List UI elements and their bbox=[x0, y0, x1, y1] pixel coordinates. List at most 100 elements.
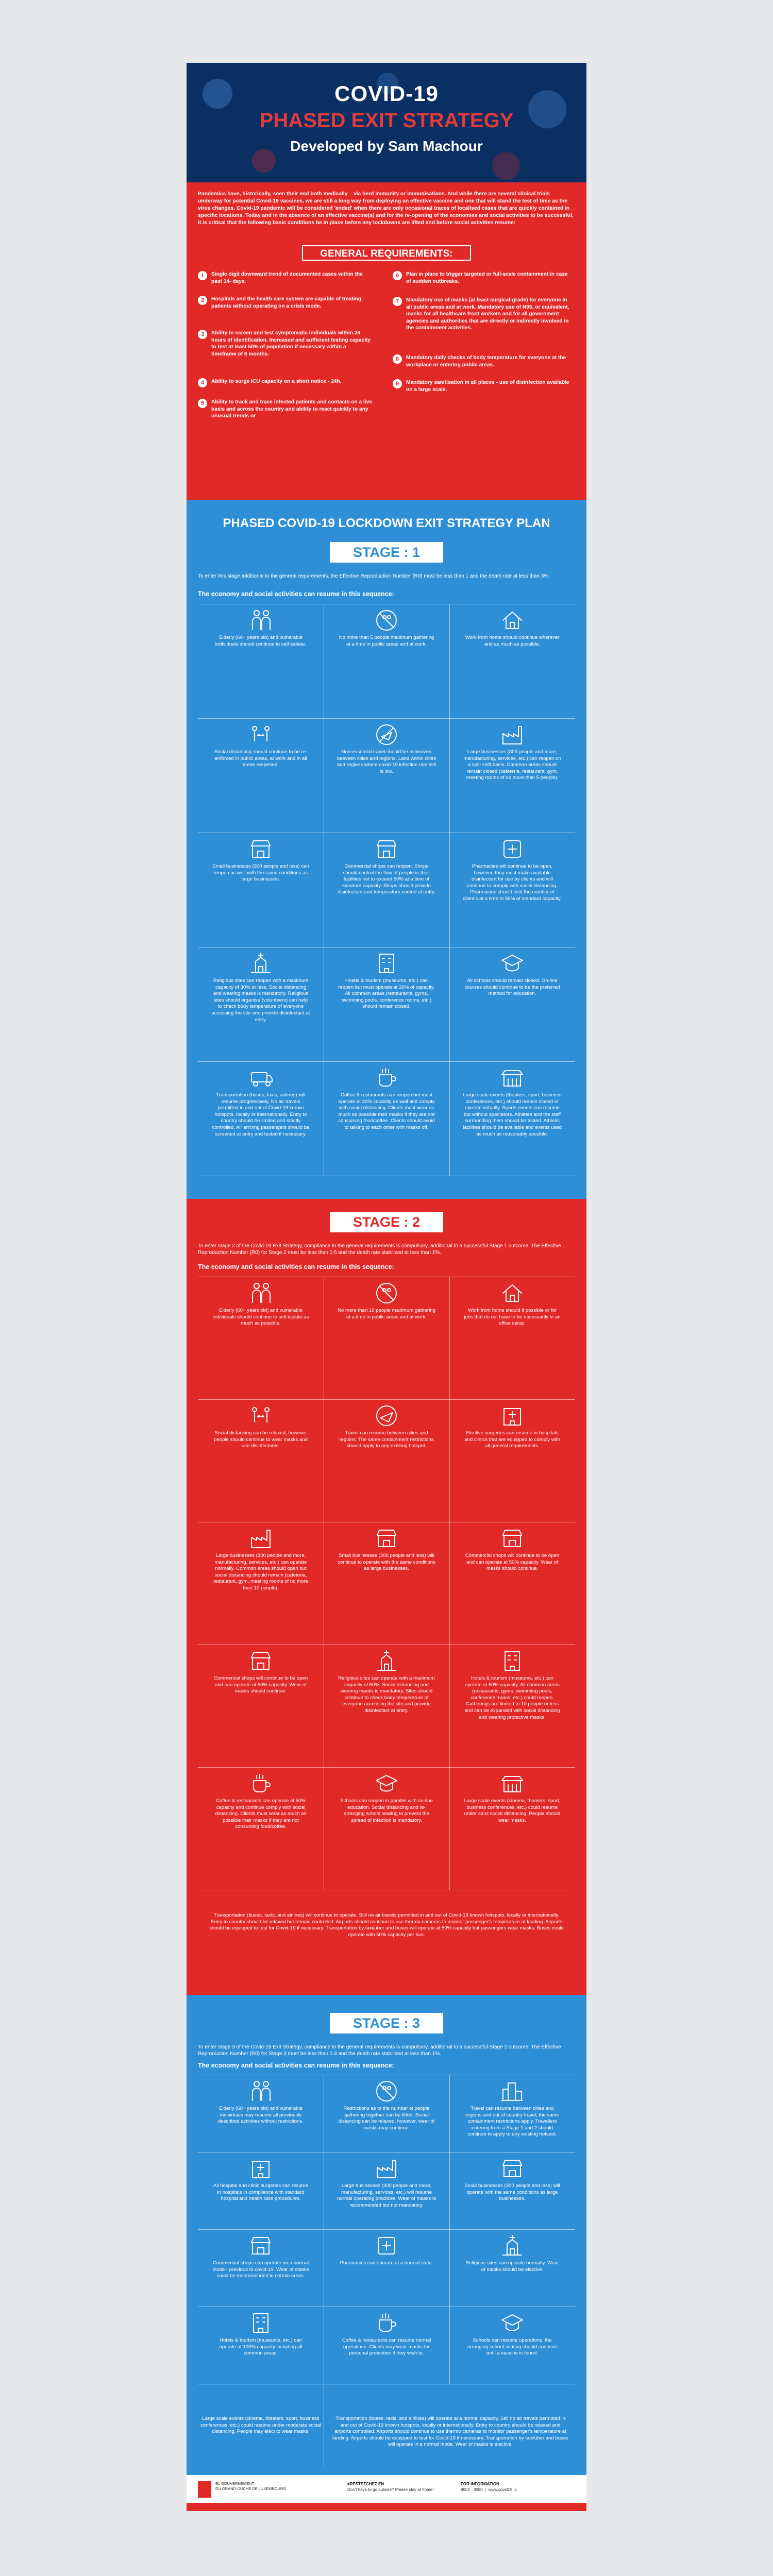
activity-cell: Coffee & restaurants can resume normal o… bbox=[324, 2307, 449, 2384]
activity-text: Elderly (60+ years old) and vulnerable i… bbox=[218, 2106, 304, 2125]
store2-icon bbox=[251, 1652, 271, 1670]
activity-cell: Commercial shops can operate on a normal… bbox=[198, 2229, 324, 2307]
stage-3-subheading: The economy and social activities can re… bbox=[198, 2062, 394, 2069]
poster-title: COVID-19 bbox=[334, 81, 439, 106]
coffee-icon bbox=[379, 2313, 396, 2332]
stage-2-subheading: The economy and social activities can re… bbox=[198, 1263, 394, 1270]
infographic-poster: COVID-19 PHASED EXIT STRATEGY Developed … bbox=[187, 63, 586, 2511]
grid-divider bbox=[198, 718, 575, 719]
poster-author: Developed by Sam Machour bbox=[290, 138, 483, 154]
activity-cell: All hospital and clinic surgeries can re… bbox=[198, 2152, 324, 2229]
grid-divider bbox=[198, 1399, 575, 1400]
requirement-item: 8 Mandatory daily checks of body tempera… bbox=[393, 354, 575, 375]
activity-text: Large businesses (300 people and more, m… bbox=[337, 2183, 436, 2208]
activity-text: Hotels & tourism (museums, etc.) can ope… bbox=[219, 2337, 303, 2357]
activity-cell: Pharmacies can operate at a normal state… bbox=[324, 2229, 449, 2307]
government-name: EL GOUVERNEMENT DU GRAND-DUCHÉ DE LUXEMB… bbox=[215, 2481, 287, 2491]
activity-cell: Social distancing should continue to be … bbox=[198, 718, 324, 833]
social-distancing-icon bbox=[252, 1407, 270, 1422]
activity-text: Hotels & tourism (museums, etc.) can reo… bbox=[338, 978, 435, 1010]
shop-icon bbox=[251, 840, 271, 858]
activity-cell: Large businesses (300 people and more, m… bbox=[198, 1522, 324, 1645]
activity-cell: Small businesses (300 people and less) c… bbox=[198, 833, 324, 947]
activity-cell: Hotels & tourism (museums, etc.) can ope… bbox=[449, 1645, 575, 1767]
activity-cell: Religious sites can operate with a maxim… bbox=[324, 1645, 449, 1767]
requirement-item: 5 Ability to track and trace infected pa… bbox=[198, 399, 373, 430]
activity-cell: Large businesses (300 people and more, m… bbox=[324, 2152, 449, 2229]
stage-2-grid: Elderly (60+ years old) and vulnerable i… bbox=[198, 1277, 575, 1900]
hotel-icon bbox=[379, 954, 394, 973]
grid-divider bbox=[198, 2152, 575, 2153]
footer-slogan: #RESTEZCHEZ EN Don't have to go outside?… bbox=[347, 2482, 434, 2492]
pharmacy-icon bbox=[503, 840, 521, 858]
requirement-item: 9 Mandatory sanitisation in all places -… bbox=[393, 379, 575, 400]
store-icon bbox=[251, 2237, 271, 2255]
activity-cell: Coffee & restaurants can reopen but must… bbox=[324, 1061, 449, 1176]
plan-title: PHASED COVID-19 LOCKDOWN EXIT STRATEGY P… bbox=[223, 516, 550, 530]
activity-cell: Transportation (buses, taxis, airlines) … bbox=[198, 1061, 324, 1176]
stadium-icon bbox=[501, 1070, 523, 1087]
activity-cell: Small businesses (300 people and less) w… bbox=[449, 2152, 575, 2229]
activity-text: Coffee & restaurants can operate at 50% … bbox=[215, 1798, 307, 1830]
church-icon bbox=[251, 953, 271, 973]
coffee-icon bbox=[379, 1068, 396, 1087]
website-link[interactable]: www.covid19.lu bbox=[488, 2487, 517, 2492]
activity-text: Schools can resume operations, the arran… bbox=[467, 2337, 558, 2357]
store-icon bbox=[377, 840, 396, 858]
activity-text: Large scale events (theaters, sport, bus… bbox=[463, 1092, 562, 1137]
activity-text: Religious sites can reopen with a maximu… bbox=[211, 978, 310, 1023]
home-icon bbox=[502, 612, 522, 629]
activity-text: Social distancing can be relaxed, howeve… bbox=[214, 1430, 308, 1449]
stage-1-grid: Elderly (60+ years old) and vulnerable i… bbox=[198, 604, 575, 1176]
stage-1-intro: To enter this stage additional to the ge… bbox=[198, 573, 550, 579]
requirement-item: 4 Ability to surge ICU capacity on a sho… bbox=[198, 378, 373, 394]
grid-divider bbox=[449, 604, 450, 1176]
church-icon bbox=[502, 2235, 522, 2256]
activity-cell: Work from home should continue wherever … bbox=[449, 604, 575, 718]
activity-text: Coffee & restaurants can resume normal o… bbox=[342, 2337, 431, 2357]
poster-footer: EL GOUVERNEMENT DU GRAND-DUCHÉ DE LUXEMB… bbox=[187, 2475, 586, 2511]
intro-paragraph: Pandemics have, historically, seen their… bbox=[198, 191, 574, 226]
activity-text: Small businesses (300 people and less) w… bbox=[464, 2183, 560, 2202]
requirement-item: 3 Ability to screen and test symptomatic… bbox=[198, 330, 373, 371]
city-icon bbox=[501, 2082, 523, 2101]
stage-3-transport-text: Transportation (buses, taxis, and airlin… bbox=[332, 2416, 568, 2448]
elderly-icon bbox=[252, 610, 271, 630]
no-gathering-icon bbox=[376, 1283, 397, 1303]
school-icon bbox=[376, 1775, 397, 1792]
activity-text: Travel can resume between cities and reg… bbox=[339, 1430, 434, 1449]
activity-text: Commercial shops can reopen. Shops shoul… bbox=[338, 863, 435, 895]
travel-icon bbox=[376, 1405, 397, 1426]
activity-text: Social distancing should continue to be … bbox=[214, 749, 308, 768]
hospital-icon bbox=[503, 1408, 521, 1426]
activity-cell: Elderly (60+ years old) and vulnerable i… bbox=[198, 2075, 324, 2152]
activity-text: No more than 10 people maximum gathering… bbox=[338, 1308, 435, 1320]
transport-icon bbox=[251, 1072, 273, 1087]
activity-cell: Elderly (60+ years old) and vulnerable i… bbox=[198, 1277, 324, 1399]
activity-cell: Religious sites can reopen with a maximu… bbox=[198, 947, 324, 1061]
activity-text: Elderly (60+ years old) and vulnerable i… bbox=[212, 1308, 309, 1327]
stage-2-badge: STAGE : 2 bbox=[330, 1212, 443, 1232]
activity-text: Commercial shops can operate on a normal… bbox=[212, 2260, 309, 2279]
shop-icon bbox=[377, 1530, 396, 1547]
activity-cell: Large businesses (300 people and more, m… bbox=[449, 718, 575, 833]
hospital-icon bbox=[252, 2161, 270, 2178]
activity-text: Small businesses (300 people and less) c… bbox=[212, 863, 309, 883]
activity-text: Travel can resume between cities and reg… bbox=[465, 2106, 559, 2138]
hotel-icon bbox=[505, 1651, 520, 1671]
social-distancing-icon bbox=[252, 726, 270, 741]
store-icon bbox=[502, 1530, 522, 1547]
hotel-icon bbox=[253, 2313, 268, 2333]
activity-text: Work from home should continue wherever … bbox=[465, 635, 560, 647]
activity-cell: Elective surgeries can resume in hospita… bbox=[449, 1399, 575, 1522]
school-icon bbox=[501, 955, 523, 972]
activity-text: No more than 5 people maximum gathering … bbox=[339, 635, 434, 647]
activity-text: Non-essential travel should be minimized… bbox=[337, 749, 436, 774]
activity-cell: Schools can resume operations, the arran… bbox=[449, 2307, 575, 2384]
activity-text: All hospital and clinic surgeries can re… bbox=[213, 2183, 308, 2202]
activity-text: Schools can reopen in parallel with on-l… bbox=[340, 1798, 433, 1823]
activity-cell: Large scale events (theaters, sport, bus… bbox=[449, 1061, 575, 1176]
stage-2-intro: To enter stage 2 of the Covid-19 Exit St… bbox=[198, 1243, 561, 1256]
activity-text: Restrictions as to the number of people … bbox=[338, 2106, 435, 2131]
stadium-icon bbox=[501, 1776, 523, 1792]
